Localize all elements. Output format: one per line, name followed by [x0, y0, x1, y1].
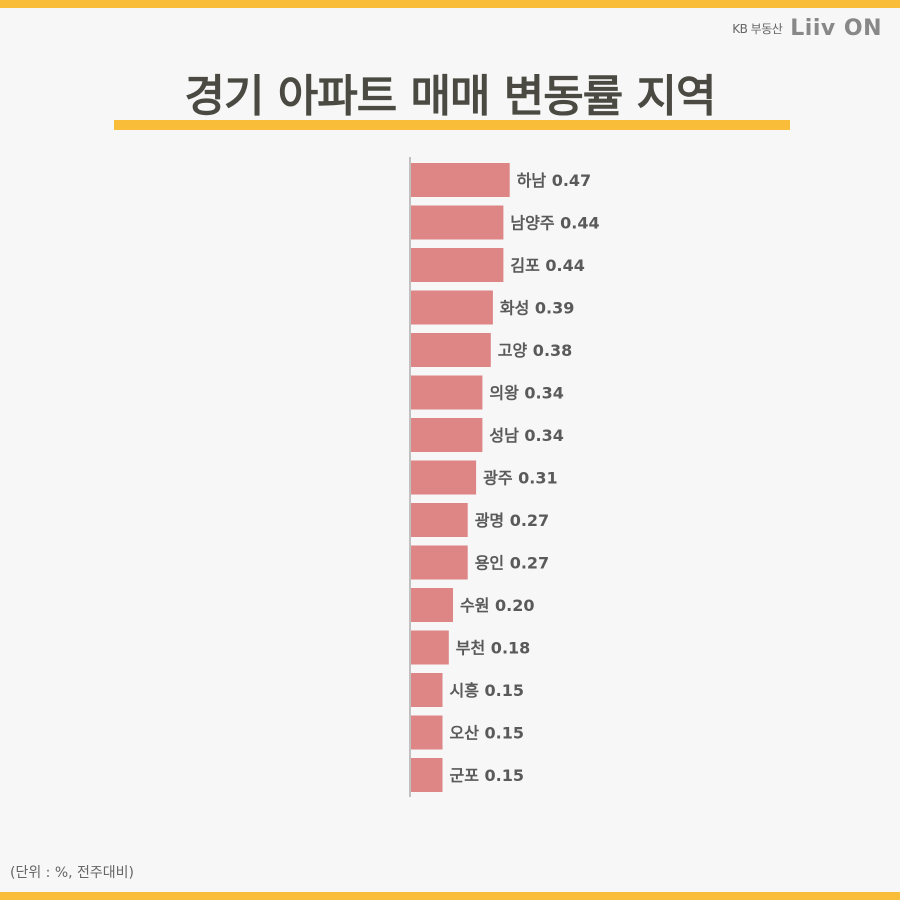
bar-label-7: 성남 0.34: [489, 426, 564, 445]
bar-label-11: 수원 0.20: [460, 596, 535, 615]
bar-10: [411, 545, 468, 580]
bar-label-9: 광명 0.27: [475, 511, 550, 530]
bar-3: [411, 248, 504, 282]
bar-label-3: 김포 0.44: [510, 256, 585, 275]
bar-2: [411, 205, 504, 240]
bar-8: [411, 460, 477, 495]
bar-12: [411, 630, 449, 665]
brand-logo-text: Liiv ON: [790, 16, 882, 41]
bar-7: [411, 418, 483, 452]
bar-label-8: 광주 0.31: [483, 469, 557, 488]
bar-label-6: 의왕 0.34: [489, 384, 564, 403]
bar-13: [411, 673, 443, 707]
page-title: 경기 아파트 매매 변동률 지역: [184, 71, 716, 122]
bar-5: [411, 333, 491, 367]
bar-chart: 하남 0.47 남양주 0.44 김포 0.44 화성 0.39 고양 0.38 의왕 0…: [409, 157, 600, 797]
bar-label-10: 용인 0.27: [475, 554, 550, 573]
bar-label-4: 화성 0.39: [500, 299, 575, 318]
top-accent-bar: [0, 0, 900, 8]
bar-label-5: 고양 0.38: [498, 341, 573, 360]
bar-1: [411, 163, 510, 197]
bar-6: [411, 375, 483, 410]
bar-15: [411, 758, 443, 792]
brand-company: KB 부동산: [732, 22, 783, 36]
title-highlight: [114, 120, 790, 130]
bar-label-13: 시흥 0.15: [450, 681, 525, 700]
bar-label-2: 남양주 0.44: [510, 214, 599, 233]
bar-label-12: 부천 0.18: [456, 639, 531, 658]
bar-14: [411, 715, 443, 750]
bar-label-15: 군포 0.15: [450, 766, 525, 785]
bottom-accent-bar: [0, 892, 900, 900]
bar-11: [411, 588, 453, 622]
bar-9: [411, 503, 468, 537]
unit-note: (단위 : %, 전주대비): [10, 865, 135, 881]
brand-logo: KB 부동산 Liiv ON: [732, 16, 882, 41]
bar-label-14: 오산 0.15: [450, 724, 525, 743]
bar-4: [411, 290, 493, 325]
bar-label-1: 하남 0.47: [517, 171, 592, 190]
